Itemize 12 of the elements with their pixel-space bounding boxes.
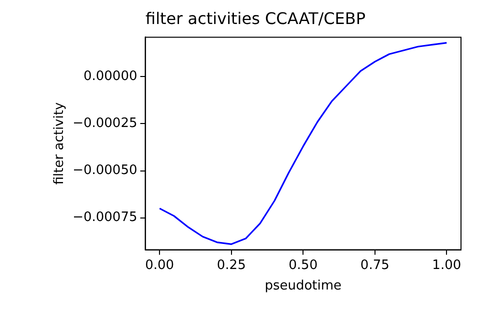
x-tick-label: 0.75 bbox=[360, 258, 390, 273]
x-tick-label: 0.25 bbox=[216, 258, 246, 273]
x-tick-label: 1.00 bbox=[432, 258, 462, 273]
y-tick-label: −0.00025 bbox=[72, 116, 138, 132]
x-tick-label: 0.00 bbox=[145, 258, 174, 273]
y-tick-label: −0.00050 bbox=[72, 163, 138, 178]
chart-title: filter activities CCAAT/CEBP bbox=[145, 8, 366, 28]
x-axis-title: pseudotime bbox=[264, 278, 342, 294]
y-axis-title: filter activity bbox=[52, 102, 68, 185]
y-tick-label: −0.00075 bbox=[72, 210, 138, 226]
x-tick-label: 0.50 bbox=[288, 258, 318, 273]
y-tick-label: 0.00000 bbox=[83, 69, 138, 84]
